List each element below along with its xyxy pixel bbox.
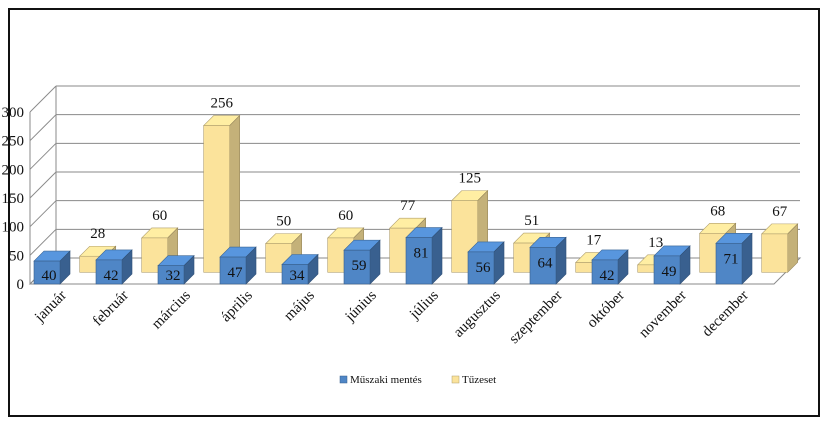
side-gridline: [29, 114, 57, 142]
legend-swatch-muszaki-mentes: [339, 375, 348, 384]
data-label-tuzeset: 256: [210, 96, 233, 112]
bar-front-face: [203, 125, 230, 273]
bar-muszaki-mentes: [157, 254, 195, 285]
x-tick-label: április: [218, 287, 256, 325]
bar-tuzeset: [202, 114, 241, 274]
data-label-muszaki-mentes: 47: [228, 265, 244, 281]
x-tick-label: október: [584, 288, 628, 332]
data-label-tuzeset: 68: [710, 203, 725, 219]
bar-muszaki-mentes: [405, 226, 443, 285]
data-label-tuzeset: 60: [338, 208, 353, 224]
data-label-muszaki-mentes: 64: [538, 255, 554, 271]
data-label-muszaki-mentes: 42: [600, 268, 615, 284]
x-tick-label: szeptember: [506, 288, 566, 348]
data-label-tuzeset: 50: [276, 214, 291, 230]
bar-muszaki-mentes: [529, 236, 567, 285]
x-tick-label: június: [342, 287, 380, 325]
x-tick-label: március: [149, 287, 194, 332]
data-label-tuzeset: 60: [152, 208, 167, 224]
data-label-muszaki-mentes: 42: [104, 268, 119, 284]
bar-front-face: [157, 265, 185, 285]
data-label-muszaki-mentes: 81: [414, 246, 429, 262]
bar-muszaki-mentes: [33, 250, 71, 285]
y-tick-label: 250: [2, 134, 25, 150]
bar-front-face: [761, 233, 789, 273]
y-tick-label: 0: [17, 277, 25, 293]
y-tick-label: 200: [2, 162, 25, 178]
bar-muszaki-mentes: [343, 239, 381, 285]
x-tick-label: december: [699, 288, 752, 341]
x-tick-label: július: [406, 287, 442, 323]
x-tick-label: november: [636, 288, 690, 342]
bar-side-face: [431, 226, 443, 285]
data-label-tuzeset: 17: [586, 233, 602, 249]
bar-muszaki-mentes: [281, 253, 319, 285]
side-gridline: [29, 142, 57, 170]
y-tick-label: 150: [2, 191, 25, 207]
chart-frame: [8, 8, 820, 417]
bar-front-face: [715, 242, 743, 285]
data-label-tuzeset: 67: [772, 204, 788, 220]
data-label-tuzeset: 13: [648, 235, 663, 251]
data-label-tuzeset: 125: [458, 171, 481, 187]
data-label-muszaki-mentes: 49: [662, 264, 677, 280]
bar-front-face: [33, 260, 61, 285]
side-gridline: [29, 200, 57, 228]
bar-muszaki-mentes: [591, 249, 629, 285]
bar-front-face: [529, 247, 557, 285]
data-label-muszaki-mentes: 71: [724, 251, 739, 267]
data-label-muszaki-mentes: 32: [166, 268, 181, 284]
bar-front-face: [405, 237, 433, 285]
bar-front-face: [219, 256, 247, 285]
data-label-muszaki-mentes: 34: [290, 268, 306, 284]
x-tick-label: augusztus: [451, 287, 504, 340]
bar-front-face: [141, 237, 168, 273]
bar-muszaki-mentes: [219, 246, 257, 285]
legend-swatch-tuzeset: [451, 375, 460, 384]
side-gridline: [29, 85, 57, 113]
data-label-tuzeset: 51: [524, 213, 539, 229]
data-label-tuzeset: 77: [400, 198, 416, 214]
bar-muszaki-mentes: [467, 241, 505, 285]
bar-muszaki-mentes: [95, 249, 133, 285]
y-tick-label: 50: [9, 248, 24, 264]
x-tick-label: május: [281, 287, 318, 324]
side-gridline: [29, 171, 57, 199]
data-label-tuzeset: 28: [90, 226, 105, 242]
side-gridline: [29, 228, 57, 256]
bar-front-face: [653, 255, 681, 285]
bar-muszaki-mentes: [653, 245, 691, 285]
y-tick-label: 300: [2, 105, 25, 121]
bar-tuzeset: [760, 223, 799, 274]
data-label-muszaki-mentes: 56: [476, 260, 492, 276]
x-tick-label: január: [31, 288, 70, 327]
data-label-muszaki-mentes: 59: [352, 258, 367, 274]
bar-front-face: [281, 264, 309, 285]
bar-front-face: [467, 251, 495, 285]
legend-label-muszaki-mentes: Műszaki mentés: [350, 374, 422, 386]
bar-front-face: [343, 249, 371, 285]
bar-muszaki-mentes: [715, 232, 753, 285]
x-tick-label: február: [90, 288, 132, 330]
legend-label-tuzeset: Tűzeset: [462, 374, 496, 386]
y-tick-label: 100: [2, 220, 25, 236]
bar-front-face: [95, 259, 123, 285]
data-label-muszaki-mentes: 40: [42, 268, 57, 284]
bar-front-face: [591, 259, 619, 285]
